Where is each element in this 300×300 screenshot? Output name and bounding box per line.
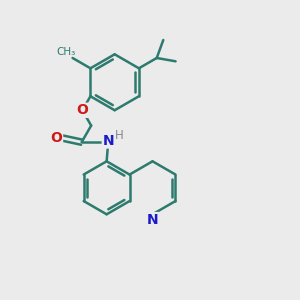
Text: O: O bbox=[76, 103, 88, 117]
Text: O: O bbox=[51, 131, 62, 145]
Text: H: H bbox=[115, 129, 123, 142]
Text: N: N bbox=[147, 213, 158, 226]
Text: CH₃: CH₃ bbox=[56, 46, 76, 56]
Text: N: N bbox=[102, 134, 114, 148]
